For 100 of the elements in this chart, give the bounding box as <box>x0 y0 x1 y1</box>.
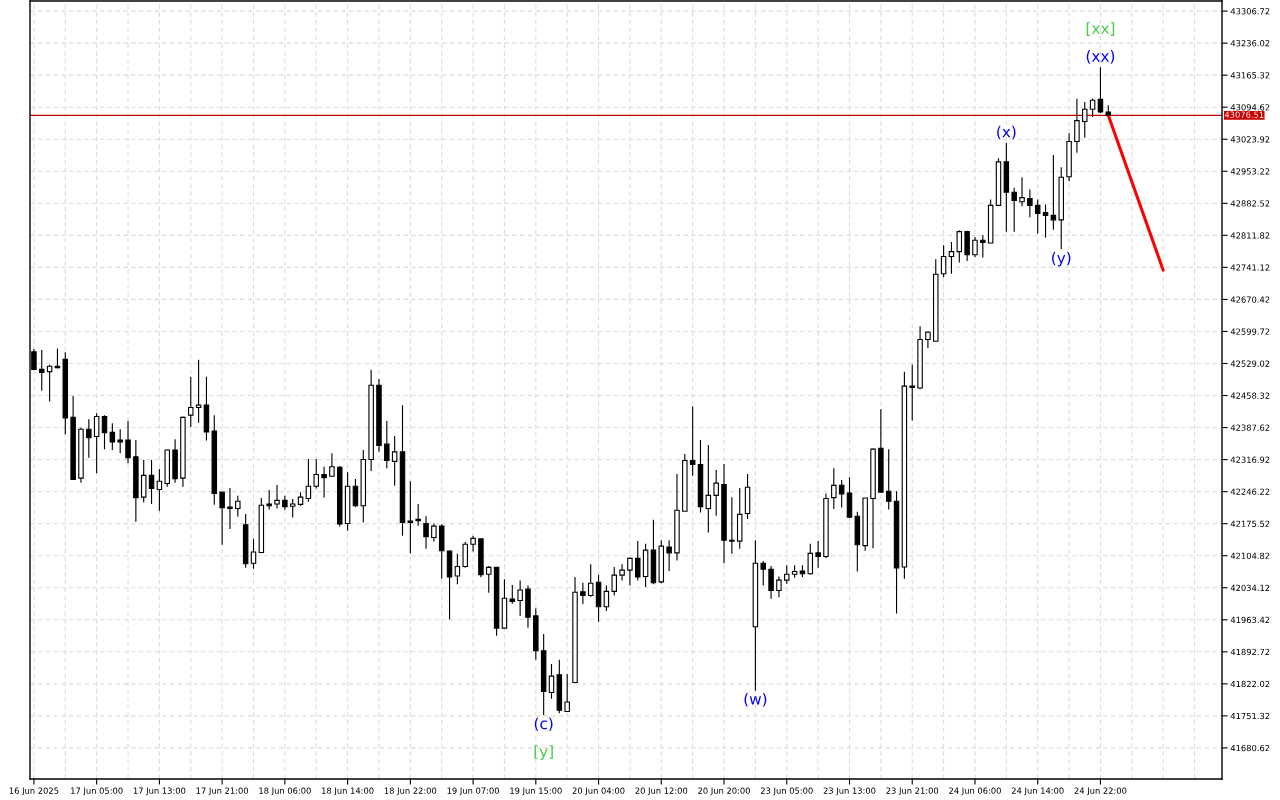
candlestick <box>917 325 923 390</box>
annotation: (c) <box>534 717 553 732</box>
annotation: (w) <box>744 692 767 707</box>
candlestick <box>1050 154 1057 231</box>
candlestick <box>289 498 296 519</box>
candlestick <box>744 473 751 520</box>
candlestick <box>517 579 523 617</box>
candlestick <box>125 420 131 464</box>
candlestick <box>329 452 335 478</box>
candlestick <box>556 659 563 714</box>
y-tick-label: 42458.32 <box>1230 392 1270 399</box>
candlestick <box>188 376 194 428</box>
candlestick <box>611 566 617 597</box>
candlestick <box>760 560 766 587</box>
candlestick <box>399 404 406 537</box>
y-tick-label: 42882.52 <box>1230 200 1270 207</box>
candlestick <box>242 513 249 569</box>
candlestick <box>674 473 680 562</box>
candlestick <box>870 447 876 549</box>
candlestick <box>885 448 892 510</box>
x-tick-label: 17 Jun 21:00 <box>196 787 249 796</box>
annotation: (xx) <box>1086 50 1115 64</box>
candlestick <box>650 519 657 585</box>
candlestick <box>925 330 931 349</box>
candlestick <box>619 563 625 582</box>
x-tick-label: 20 Jun 12:00 <box>635 787 688 796</box>
candlestick <box>101 414 108 450</box>
candlestick <box>705 444 712 534</box>
x-tick-label: 18 Jun 14:00 <box>322 787 374 796</box>
candlestick <box>344 471 351 532</box>
candlestick <box>337 465 343 528</box>
candlestick <box>627 556 633 587</box>
candlestick <box>266 489 272 510</box>
candlestick <box>391 435 398 487</box>
candlestick <box>250 538 257 570</box>
candlestick <box>893 490 900 615</box>
candlestick <box>1003 142 1010 233</box>
candlestick <box>470 535 476 553</box>
candlestick <box>133 439 139 523</box>
candlestick <box>235 495 241 518</box>
candlestick <box>93 412 100 474</box>
candlestick <box>321 466 327 499</box>
y-tick-label: 43094.62 <box>1230 104 1270 111</box>
candlestick <box>689 405 696 477</box>
x-tick-label: 19 Jun 07:00 <box>447 787 499 796</box>
candlestick <box>282 495 288 511</box>
candlestick <box>525 584 531 629</box>
candlestick <box>815 540 821 569</box>
candlestick <box>368 369 374 472</box>
y-tick-label: 42811.82 <box>1230 232 1270 239</box>
candlestick <box>462 541 468 569</box>
y-tick-label: 42387.62 <box>1230 424 1270 431</box>
candlestick <box>791 564 798 579</box>
candlestick <box>164 448 170 488</box>
x-tick-label: 24 Jun 22:00 <box>1074 787 1127 796</box>
annotation: (y) <box>1052 251 1071 267</box>
y-tick-label: 43306.72 <box>1230 8 1270 15</box>
candlestick <box>846 476 853 519</box>
candlestick <box>1027 188 1033 218</box>
candlestick <box>140 459 147 504</box>
y-tick-label: 43023.92 <box>1230 136 1270 143</box>
x-tick-label: 24 Jun 14:00 <box>1011 787 1064 796</box>
candlestick <box>54 347 61 370</box>
x-tick-label: 16 Jun 2025 <box>9 787 59 796</box>
y-tick-label: 43236.02 <box>1230 40 1270 47</box>
x-tick-label: 20 Jun 04:00 <box>572 787 625 796</box>
candlestick <box>1034 198 1041 235</box>
candlestick <box>1105 104 1112 117</box>
candlestick <box>180 415 186 488</box>
candlestick <box>603 584 610 612</box>
candlestick <box>948 241 955 275</box>
x-tick-label: 17 Jun 13:00 <box>133 787 186 796</box>
candlestick <box>1082 101 1088 139</box>
y-tick-label: 42670.42 <box>1230 296 1270 303</box>
candlestick <box>1066 132 1072 182</box>
candlestick <box>172 438 178 484</box>
candlestick <box>823 492 829 559</box>
x-tick-label: 20 Jun 20:00 <box>698 787 750 796</box>
candlestick <box>109 422 116 451</box>
candlestick <box>376 378 382 453</box>
candlestick <box>117 428 123 454</box>
candlestick <box>682 453 688 512</box>
candlestick <box>438 523 445 580</box>
candlestick <box>148 459 155 505</box>
candlestick <box>493 566 500 637</box>
candlestick <box>1042 203 1049 239</box>
candlestick <box>548 663 555 700</box>
candlestick <box>776 575 782 598</box>
candlestick <box>46 364 53 403</box>
candlestick <box>799 564 806 578</box>
candlestick <box>940 244 947 278</box>
candlestick <box>211 414 218 506</box>
candlestick <box>407 480 414 554</box>
candlestick <box>956 229 963 264</box>
x-tick-label: 23 Jun 13:00 <box>823 787 876 796</box>
annotation: [y] <box>534 745 553 760</box>
candlestick <box>203 376 210 442</box>
candlestick <box>501 578 508 629</box>
candlestick <box>1097 66 1104 114</box>
candlestick <box>446 549 453 621</box>
